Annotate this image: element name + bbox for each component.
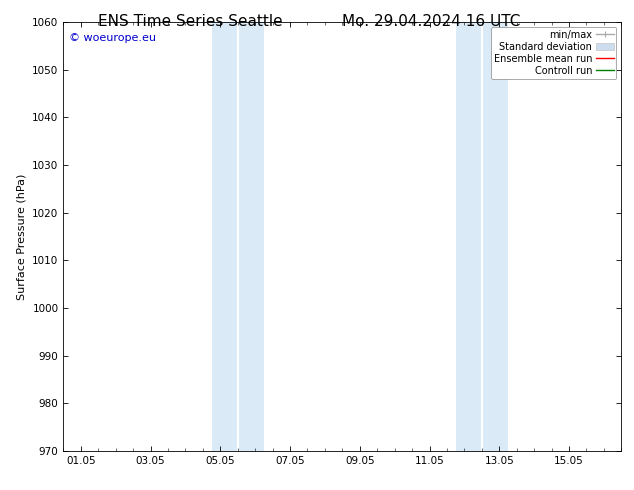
Text: © woeurope.eu: © woeurope.eu — [69, 33, 156, 43]
Bar — [212, 22, 236, 451]
Bar — [483, 22, 508, 451]
Text: Mo. 29.04.2024 16 UTC: Mo. 29.04.2024 16 UTC — [342, 14, 521, 29]
Bar — [239, 22, 264, 451]
Text: ENS Time Series Seattle: ENS Time Series Seattle — [98, 14, 283, 29]
Y-axis label: Surface Pressure (hPa): Surface Pressure (hPa) — [16, 173, 27, 299]
Legend: min/max, Standard deviation, Ensemble mean run, Controll run: min/max, Standard deviation, Ensemble me… — [491, 27, 616, 78]
Bar — [456, 22, 481, 451]
